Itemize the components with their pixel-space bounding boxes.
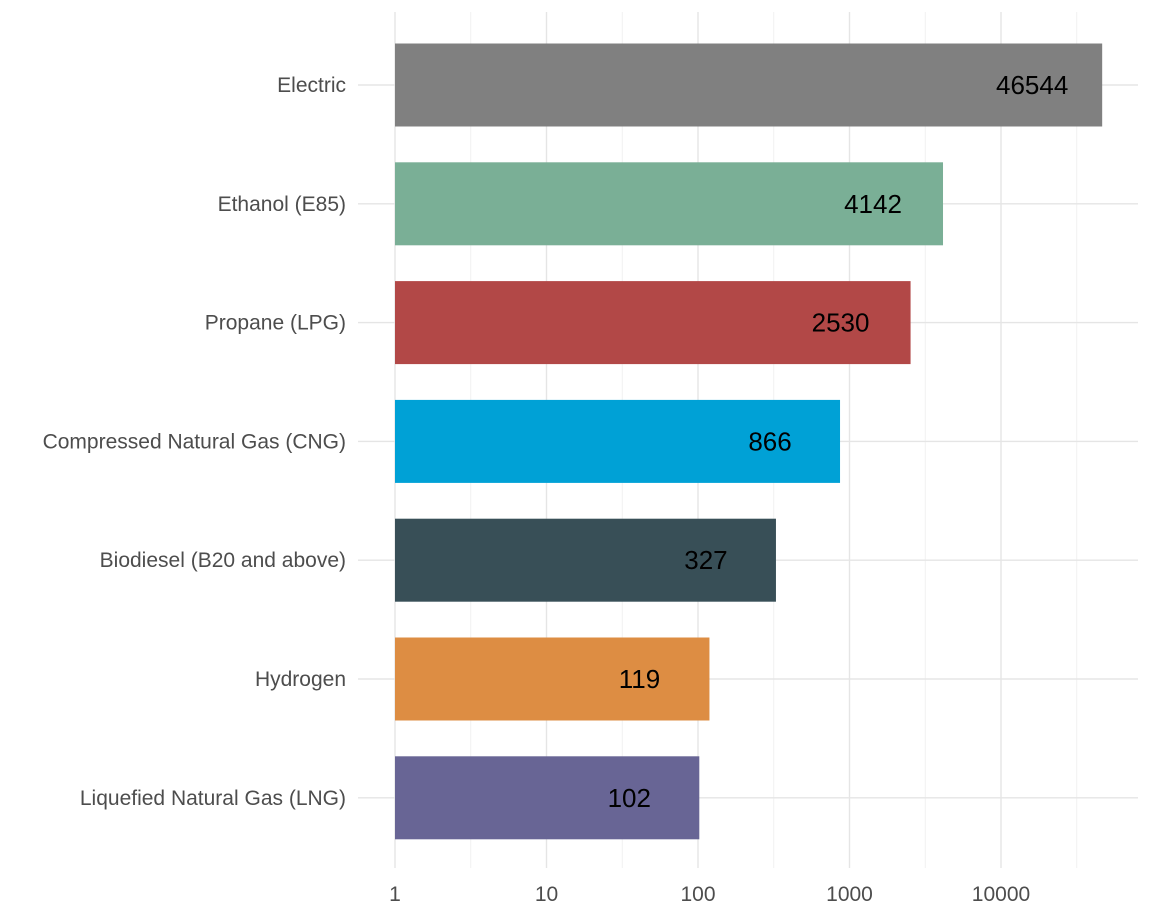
bar	[395, 162, 944, 246]
y-category-label: Liquefied Natural Gas (LNG)	[80, 787, 346, 810]
x-tick-label: 10000	[972, 883, 1030, 906]
bar	[395, 637, 710, 721]
value-axis: 1 10 100 1000 10000	[389, 883, 1030, 906]
bar	[395, 756, 700, 840]
bar-value-label: 2530	[812, 308, 870, 338]
y-category-label: Ethanol (E85)	[218, 193, 346, 216]
bar	[395, 518, 776, 602]
x-tick-label: 100	[680, 883, 715, 906]
bar-value-label: 119	[619, 664, 660, 694]
bar-value-label: 46544	[996, 70, 1068, 100]
x-tick-label: 10	[535, 883, 558, 906]
bar-layer	[395, 43, 1103, 840]
x-tick-label: 1	[389, 883, 401, 906]
y-category-label: Electric	[277, 74, 346, 97]
bar	[395, 399, 841, 483]
bar-value-label: 866	[748, 426, 791, 456]
y-category-label: Hydrogen	[255, 668, 346, 691]
y-category-label: Propane (LPG)	[205, 312, 346, 335]
y-category-label: Compressed Natural Gas (CNG)	[43, 430, 346, 453]
bar-value-label: 102	[608, 783, 651, 813]
x-tick-label: 1000	[826, 883, 873, 906]
bar	[395, 43, 1103, 127]
y-category-label: Biodiesel (B20 and above)	[100, 549, 346, 572]
bar-value-label: 327	[684, 545, 727, 575]
bar-value-label: 4142	[844, 189, 902, 219]
bar	[395, 281, 911, 365]
data-label-layer: 46544 4142 2530 866 327 119 102	[608, 70, 1069, 813]
category-axis: Electric Ethanol (E85) Propane (LPG) Compre…	[43, 74, 346, 810]
